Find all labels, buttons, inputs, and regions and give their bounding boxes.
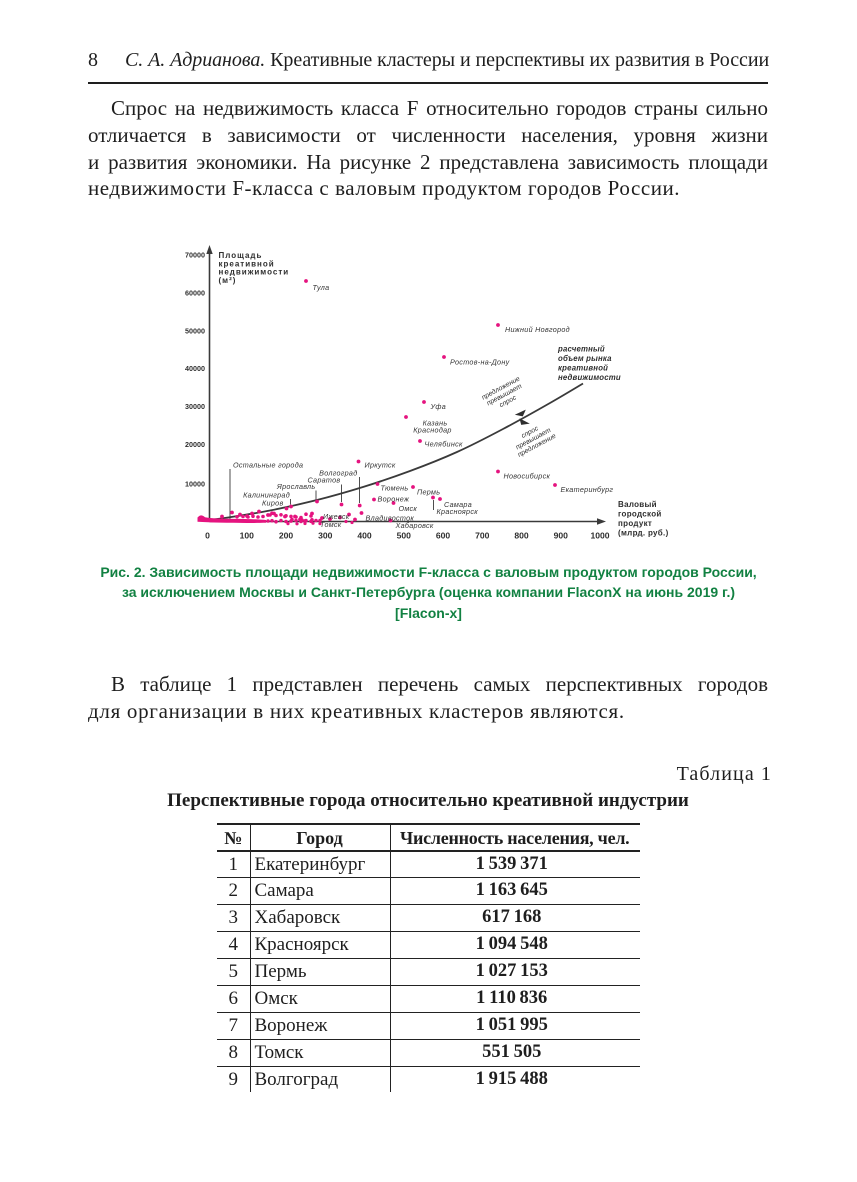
svg-text:Самара: Самара xyxy=(444,500,472,509)
svg-text:Ярославль: Ярославль xyxy=(276,482,316,491)
svg-text:креативной: креативной xyxy=(558,364,608,373)
svg-text:Владивосток: Владивосток xyxy=(366,514,415,523)
svg-text:Хабаровск: Хабаровск xyxy=(395,521,434,530)
svg-text:Красноярск: Красноярск xyxy=(437,507,479,516)
svg-text:Воронеж: Воронеж xyxy=(378,495,410,504)
svg-text:городской: городской xyxy=(618,510,662,519)
svg-text:600: 600 xyxy=(436,531,451,541)
svg-text:900: 900 xyxy=(554,531,569,541)
svg-text:60000: 60000 xyxy=(185,288,205,297)
svg-text:700: 700 xyxy=(475,531,490,541)
svg-text:10000: 10000 xyxy=(185,480,205,489)
svg-text:Казань: Казань xyxy=(423,419,448,428)
svg-text:Волгоград: Волгоград xyxy=(319,469,357,478)
svg-text:Краснодар: Краснодар xyxy=(413,426,451,435)
svg-text:Омск: Омск xyxy=(399,504,418,513)
svg-text:100: 100 xyxy=(240,531,255,541)
svg-text:20000: 20000 xyxy=(185,440,205,449)
svg-text:Валовый: Валовый xyxy=(618,500,657,509)
svg-text:креативной: креативной xyxy=(219,259,275,268)
svg-text:Ростов-на-Дону: Ростов-на-Дону xyxy=(450,358,510,367)
svg-text:30000: 30000 xyxy=(185,402,205,411)
svg-text:400: 400 xyxy=(357,531,372,541)
svg-text:Челябинск: Челябинск xyxy=(425,440,463,449)
svg-text:Пермь: Пермь xyxy=(417,488,440,497)
svg-text:70000: 70000 xyxy=(185,251,205,260)
svg-text:300: 300 xyxy=(318,531,333,541)
svg-text:расчетный: расчетный xyxy=(557,345,605,354)
svg-text:Екатеринбург: Екатеринбург xyxy=(561,485,614,494)
svg-text:Калининград: Калининград xyxy=(243,491,290,500)
svg-text:Остальные города: Остальные города xyxy=(233,461,303,470)
svg-text:(млрд. руб.): (млрд. руб.) xyxy=(618,529,669,538)
svg-text:Томск: Томск xyxy=(320,520,342,529)
svg-text:Нижний Новгород: Нижний Новгород xyxy=(505,325,570,334)
svg-text:Тула: Тула xyxy=(313,283,330,292)
svg-text:Новосибирск: Новосибирск xyxy=(504,472,551,481)
svg-text:1000: 1000 xyxy=(590,531,609,541)
svg-text:недвижимости: недвижимости xyxy=(219,268,290,277)
svg-text:недвижимости: недвижимости xyxy=(558,373,621,382)
svg-text:объем рынка: объем рынка xyxy=(558,354,612,363)
svg-text:(м²): (м²) xyxy=(219,276,237,285)
svg-text:50000: 50000 xyxy=(185,327,205,336)
svg-text:40000: 40000 xyxy=(185,364,205,373)
svg-text:Ижевск: Ижевск xyxy=(323,512,350,521)
svg-text:Площадь: Площадь xyxy=(219,251,263,260)
svg-text:0: 0 xyxy=(205,531,210,541)
svg-text:Саратов: Саратов xyxy=(307,476,340,485)
svg-text:Иркутск: Иркутск xyxy=(365,461,396,470)
svg-text:Уфа: Уфа xyxy=(430,402,447,411)
svg-text:500: 500 xyxy=(397,531,412,541)
svg-text:800: 800 xyxy=(514,531,529,541)
svg-text:продукт: продукт xyxy=(618,519,652,528)
svg-text:Тюмень: Тюмень xyxy=(381,484,409,493)
svg-text:Киров: Киров xyxy=(262,499,283,508)
svg-text:200: 200 xyxy=(279,531,294,541)
